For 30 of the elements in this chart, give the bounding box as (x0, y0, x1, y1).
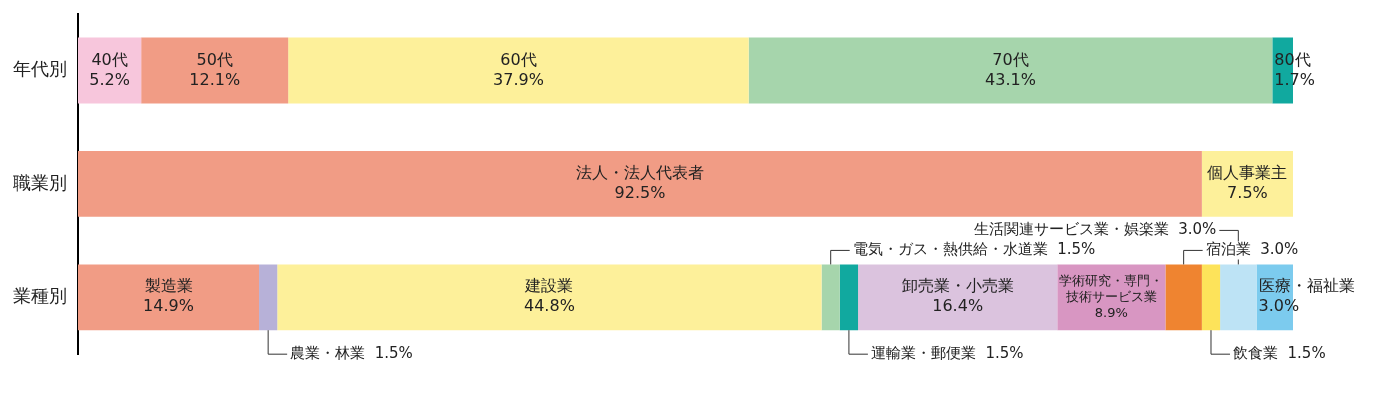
series-label: 卸売業・小売業 (901, 276, 1014, 296)
series-label: 法人・法人代表者 (575, 163, 704, 183)
series-label: 50代 (196, 49, 233, 69)
data-label: 14.9% (143, 296, 194, 316)
series-label: 学術研究・専門・技術サービス業 (1059, 272, 1164, 304)
series-label: 70代 (992, 49, 1029, 69)
data-label: 12.1% (189, 69, 241, 89)
series-label: 40代 (91, 49, 128, 69)
text: 農業・林業 1.5% (290, 344, 413, 363)
series-label: 60代 (500, 49, 537, 69)
text: 宿泊業 3.0% (1205, 240, 1299, 259)
data-label: 92.5% (614, 183, 666, 203)
data-label: 43.1% (985, 69, 1036, 89)
y-tick-label: 職業別 (13, 171, 67, 193)
text: 電気・ガス・熱供給・水道業 1.5% (852, 240, 1096, 259)
data-label: 44.8% (524, 296, 575, 316)
data-label: 37.9% (493, 69, 544, 89)
data-label: 7.5% (1227, 183, 1268, 203)
text: 飲食業 1.5% (1232, 344, 1326, 363)
series-label: 建設業 (524, 276, 574, 296)
data-label: 8.9% (1094, 304, 1128, 320)
series-label: 個人事業主 (1207, 163, 1288, 183)
data-label: 5.2% (89, 69, 130, 89)
data-label: 16.4% (932, 296, 984, 316)
y-tick-label: 業種別 (13, 284, 67, 306)
text: 生活関連サービス業・娯楽業 3.0% (973, 220, 1217, 239)
series-label: 医療・福祉業 (1258, 276, 1355, 296)
series-label: 製造業 (144, 276, 193, 296)
y-tick-label: 年代別 (13, 58, 67, 80)
text: 運輸業・郵便業 1.5% (870, 344, 1024, 363)
